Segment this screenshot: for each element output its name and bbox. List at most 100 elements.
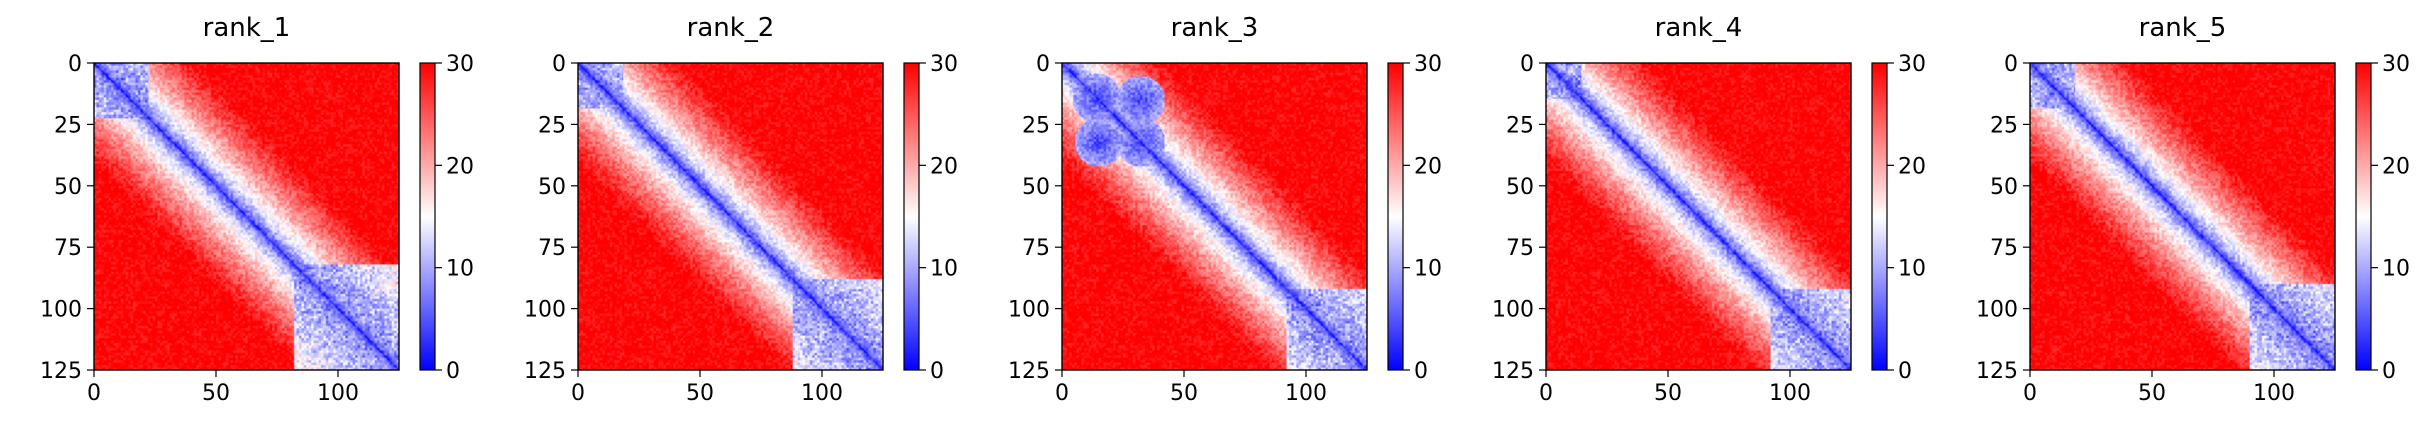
axes-frame xyxy=(1061,62,1368,371)
colorbar-tick-label: 20 xyxy=(930,154,958,179)
panel-3: rank_3 0 50 100 0 25 50 75 100 125 0 10 20 30 xyxy=(968,0,1448,438)
colorbar-frame xyxy=(1387,62,1404,371)
y-tick-label: 50 xyxy=(54,175,82,200)
y-tick-label: 100 xyxy=(40,298,82,323)
y-tick-label: 0 xyxy=(552,52,566,77)
x-tick-label: 100 xyxy=(2253,381,2295,406)
x-tick-label: 50 xyxy=(1654,381,1682,406)
x-tick-label: 50 xyxy=(1170,381,1198,406)
colorbar-tick-label: 20 xyxy=(1898,154,1926,179)
colorbar-tick-label: 20 xyxy=(446,154,474,179)
panel-title: rank_1 xyxy=(203,13,291,43)
heatmap-image xyxy=(94,63,399,370)
y-tick-label: 25 xyxy=(1990,113,2018,138)
y-tick-label: 50 xyxy=(538,175,566,200)
panel-1: rank_1 0 50 100 0 25 50 75 100 125 0 10 20 30 xyxy=(0,0,480,438)
colorbar-tick-label: 0 xyxy=(446,359,460,384)
panel-title: rank_2 xyxy=(687,13,775,43)
y-tick-label: 0 xyxy=(1036,52,1050,77)
y-tick-label: 75 xyxy=(1506,236,1534,261)
y-tick-label: 50 xyxy=(1506,175,1534,200)
y-tick-label: 125 xyxy=(40,359,82,384)
panel-2: rank_2 0 50 100 0 25 50 75 100 125 0 10 20 30 xyxy=(484,0,964,438)
x-tick-label: 50 xyxy=(2138,381,2166,406)
axes-frame xyxy=(1545,62,1852,371)
colorbar-tick-label: 30 xyxy=(1414,52,1442,77)
colorbar-tick-label: 10 xyxy=(2382,257,2410,282)
colorbar xyxy=(420,63,435,370)
heatmap-image xyxy=(1062,63,1367,370)
y-tick-label: 100 xyxy=(1008,298,1050,323)
panel-5: rank_5 0 50 100 0 25 50 75 100 125 0 10 20 30 xyxy=(1936,0,2416,438)
colorbar xyxy=(1872,63,1887,370)
y-tick-label: 75 xyxy=(1990,236,2018,261)
heatmap-image xyxy=(578,63,883,370)
colorbar-tick-label: 30 xyxy=(446,52,474,77)
colorbar-tick-label: 10 xyxy=(1898,257,1926,282)
x-tick-label: 100 xyxy=(1769,381,1811,406)
panel-title: rank_5 xyxy=(2139,13,2227,43)
x-tick-label: 0 xyxy=(2023,381,2037,406)
y-tick-label: 50 xyxy=(1990,175,2018,200)
colorbar-frame xyxy=(1871,62,1888,371)
colorbar-tick-label: 30 xyxy=(1898,52,1926,77)
panel-title: rank_4 xyxy=(1655,13,1743,43)
colorbar-tick-label: 20 xyxy=(2382,154,2410,179)
colorbar xyxy=(2356,63,2371,370)
y-tick-label: 125 xyxy=(1976,359,2018,384)
y-tick-label: 0 xyxy=(1520,52,1534,77)
x-tick-label: 50 xyxy=(686,381,714,406)
y-tick-label: 75 xyxy=(1022,236,1050,261)
colorbar-frame xyxy=(903,62,920,371)
x-tick-label: 0 xyxy=(1539,381,1553,406)
y-tick-label: 25 xyxy=(54,113,82,138)
y-tick-label: 50 xyxy=(1022,175,1050,200)
x-tick-label: 100 xyxy=(317,381,359,406)
colorbar-frame xyxy=(2355,62,2372,371)
y-tick-label: 25 xyxy=(538,113,566,138)
axes-frame xyxy=(93,62,400,371)
panel-title: rank_3 xyxy=(1171,13,1259,43)
axes-frame xyxy=(577,62,884,371)
y-tick-label: 75 xyxy=(538,236,566,261)
colorbar-tick-label: 0 xyxy=(1898,359,1912,384)
colorbar-tick-label: 0 xyxy=(1414,359,1428,384)
colorbar xyxy=(1388,63,1403,370)
y-tick-label: 125 xyxy=(1492,359,1534,384)
heatmap-image xyxy=(2030,63,2335,370)
y-tick-label: 0 xyxy=(2004,52,2018,77)
x-tick-label: 0 xyxy=(1055,381,1069,406)
x-tick-label: 100 xyxy=(1285,381,1327,406)
x-tick-label: 0 xyxy=(87,381,101,406)
colorbar-tick-label: 10 xyxy=(930,257,958,282)
x-tick-label: 100 xyxy=(801,381,843,406)
colorbar-tick-label: 30 xyxy=(2382,52,2410,77)
y-tick-label: 25 xyxy=(1022,113,1050,138)
colorbar-tick-label: 0 xyxy=(930,359,944,384)
axes-frame xyxy=(2029,62,2336,371)
colorbar-tick-label: 10 xyxy=(446,257,474,282)
x-tick-label: 50 xyxy=(202,381,230,406)
colorbar-frame xyxy=(419,62,436,371)
y-tick-label: 75 xyxy=(54,236,82,261)
y-tick-label: 100 xyxy=(1492,298,1534,323)
y-tick-label: 100 xyxy=(1976,298,2018,323)
colorbar-tick-label: 20 xyxy=(1414,154,1442,179)
y-tick-label: 100 xyxy=(524,298,566,323)
colorbar-tick-label: 0 xyxy=(2382,359,2396,384)
y-tick-label: 25 xyxy=(1506,113,1534,138)
colorbar-tick-label: 30 xyxy=(930,52,958,77)
x-tick-label: 0 xyxy=(571,381,585,406)
panel-4: rank_4 0 50 100 0 25 50 75 100 125 0 10 20 30 xyxy=(1452,0,1932,438)
colorbar xyxy=(904,63,919,370)
heatmap-image xyxy=(1546,63,1851,370)
y-tick-label: 125 xyxy=(524,359,566,384)
y-tick-label: 0 xyxy=(68,52,82,77)
colorbar-tick-label: 10 xyxy=(1414,257,1442,282)
